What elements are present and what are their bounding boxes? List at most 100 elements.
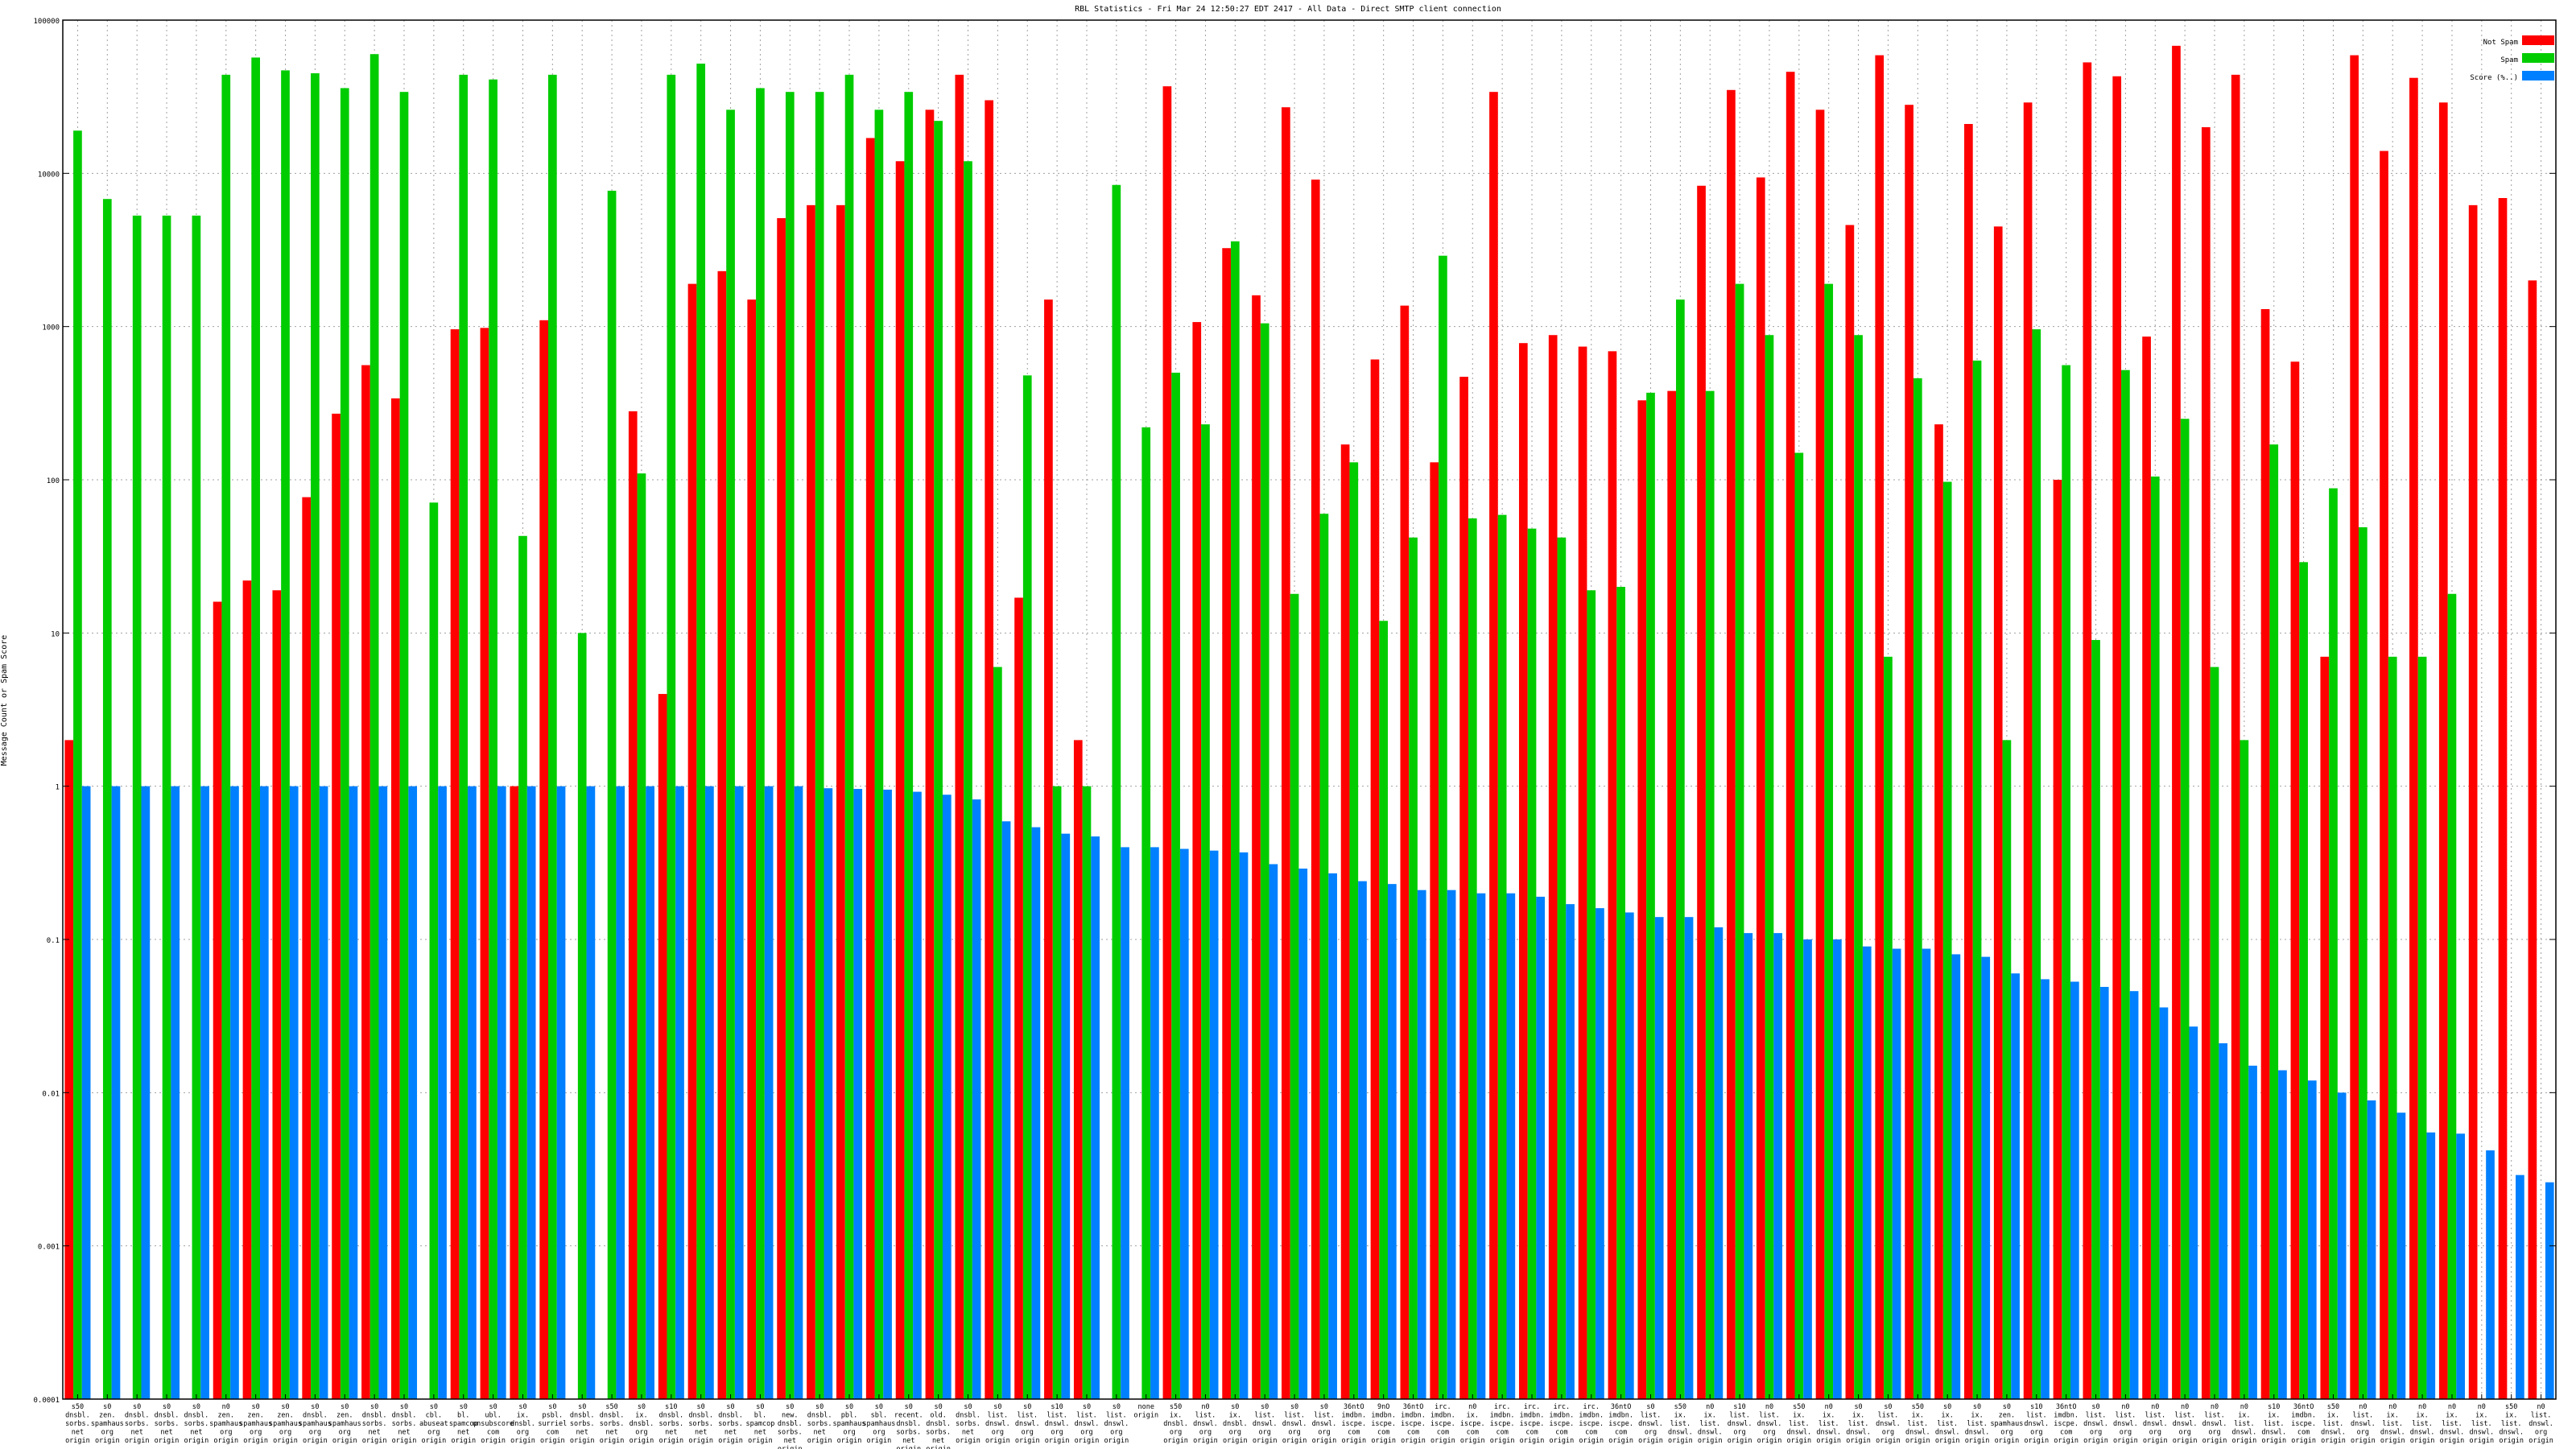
bar-not-spam <box>213 601 222 1399</box>
x-category-label: s50 ix. list. dnswl. origin <box>1668 1403 1693 1445</box>
bar-spam <box>1527 528 1537 1399</box>
y-tick-label: 100 <box>47 477 60 485</box>
x-category-label: s0 dnsbl. sorbs. net origin <box>688 1403 713 1445</box>
bar-score <box>2307 1080 2317 1399</box>
bar-not-spam <box>2380 151 2388 1400</box>
x-category-label: s50 dnsbl. sorbs. net origin <box>65 1403 90 1445</box>
bar-score <box>1624 912 1634 1399</box>
y-tick-label: 10 <box>51 630 60 638</box>
bar-spam <box>844 74 854 1400</box>
bars <box>64 45 2554 1400</box>
bar-score <box>1476 893 1486 1399</box>
y-tick-label: 100000 <box>33 18 60 26</box>
x-category-label: s10 list. dnswl. org origin <box>1045 1403 1070 1445</box>
bar-score <box>1031 827 1041 1399</box>
bar-score <box>2041 979 2050 1399</box>
x-category-label: s0 psbl. surriel com origin <box>538 1403 567 1445</box>
bar-not-spam <box>64 740 74 1399</box>
bar-spam <box>607 190 617 1399</box>
bar-spam <box>2002 740 2012 1399</box>
x-category-label: s0 cbl. abuseat org origin <box>419 1403 448 1445</box>
bar-spam <box>1497 514 1507 1399</box>
bar-score <box>1150 847 1159 1399</box>
x-category-label: s0 ix. list. dnswl. origin <box>1935 1403 1960 1445</box>
x-category-label: s0 zen. spamhaus org origin <box>269 1403 302 1445</box>
bar-score <box>2516 1174 2524 1399</box>
x-category-label: s0 dnsbl. sorbs. net origin <box>718 1403 743 1445</box>
bar-not-spam <box>272 590 282 1399</box>
bar-spam <box>369 54 379 1399</box>
y-tick-label: 0.0001 <box>33 1397 60 1405</box>
bar-not-spam <box>2112 76 2122 1399</box>
x-category-label: s50 ix. list. dnswl. origin <box>2321 1403 2346 1445</box>
bar-score <box>764 786 774 1399</box>
bar-not-spam <box>1311 180 1320 1399</box>
x-category-label: 36ntO imdbn. iscpe. com origin <box>2054 1403 2079 1445</box>
x-category-label: n0 ix. list. dnswl. origin <box>2440 1403 2465 1445</box>
bar-not-spam <box>332 413 341 1399</box>
x-category-label: s0 dnsbl. sorbs. net origin <box>362 1403 387 1445</box>
bar-spam <box>221 74 231 1400</box>
bar-spam <box>1290 593 1299 1399</box>
bar-spam <box>2240 740 2249 1399</box>
bar-score <box>2011 973 2020 1399</box>
bar-not-spam <box>1014 597 1023 1399</box>
x-category-label: n0 list. dnswl. org origin <box>2143 1403 2168 1445</box>
bar-spam <box>2091 640 2100 1399</box>
x-category-label: s10 dnsbl. sorbs. net origin <box>658 1403 683 1445</box>
x-category-label: s0 dnsbl. sorbs. net origin <box>184 1403 209 1445</box>
x-category-label: s0 dnsbl. spamhaus org origin <box>299 1403 332 1445</box>
x-category-label: n0 list. dnswl. org origin <box>2113 1403 2138 1445</box>
x-category-label: n0 ix. list. dnswl. origin <box>2232 1403 2257 1445</box>
y-ticks: 100000 10000 1000 100 10 1 0.1 0.01 0.001 0.0001 <box>33 18 2556 1405</box>
bar-spam <box>1794 452 1804 1400</box>
x-category-label: s50 ix. dnsbl. org origin <box>1163 1403 1188 1445</box>
bar-not-spam <box>2290 361 2300 1400</box>
x-category-label: 36ntO imdbn. iscpe. com origin <box>1401 1403 1426 1445</box>
bar-spam <box>1409 537 1418 1399</box>
bar-not-spam <box>2320 656 2330 1399</box>
bar-not-spam <box>1459 377 1468 1399</box>
bar-score <box>1922 948 1931 1399</box>
bar-score <box>468 786 477 1399</box>
bar-score <box>1358 881 1367 1399</box>
bar-not-spam <box>1697 185 1706 1399</box>
bar-spam <box>2062 365 2071 1400</box>
bar-score <box>1892 948 1901 1399</box>
y-tick-label: 1000 <box>42 324 60 332</box>
bar-spam <box>964 161 972 1400</box>
bar-score <box>616 786 625 1399</box>
bar-spam <box>281 70 290 1400</box>
bar-score <box>1773 933 1783 1399</box>
x-category-label: s0 dnsbl. sorbs. net origin <box>125 1403 150 1445</box>
bar-spam <box>1319 514 1329 1399</box>
bar-spam <box>1379 621 1389 1399</box>
bar-spam <box>785 92 795 1400</box>
bar-not-spam <box>1756 177 1765 1399</box>
x-category-label: irc. imdbn. iscpe. com origin <box>1430 1403 1455 1445</box>
x-category-labels: s50 dnsbl. sorbs. net origin s0 zen. spamhaus or… <box>65 1403 2553 1449</box>
bar-spam <box>2388 656 2397 1399</box>
bar-not-spam <box>628 411 638 1400</box>
bar-not-spam <box>1964 124 1973 1399</box>
x-category-label: n0 ix. iscpe. com origin <box>1460 1403 1485 1445</box>
bar-spam <box>2269 444 2279 1399</box>
x-category-label: n0 ix. list. dnswl. origin <box>2469 1403 2494 1445</box>
bar-score <box>824 788 833 1399</box>
x-category-label: n0 ix. list. dnswl. origin <box>1698 1403 1723 1445</box>
bar-not-spam <box>1815 109 1825 1399</box>
bar-score <box>349 786 358 1399</box>
bar-score <box>1209 850 1219 1399</box>
bar-spam <box>904 92 914 1400</box>
bar-spam <box>2299 562 2308 1399</box>
bar-score <box>2219 1043 2228 1399</box>
bar-spam <box>1705 390 1715 1400</box>
bar-score <box>2278 1070 2287 1399</box>
bar-score <box>1803 939 1812 1399</box>
bar-spam <box>2210 667 2219 1399</box>
y-tick-label: 0.01 <box>42 1090 60 1098</box>
bar-not-spam <box>2468 204 2478 1399</box>
bar-not-spam <box>2201 127 2211 1399</box>
bar-score <box>259 786 269 1399</box>
